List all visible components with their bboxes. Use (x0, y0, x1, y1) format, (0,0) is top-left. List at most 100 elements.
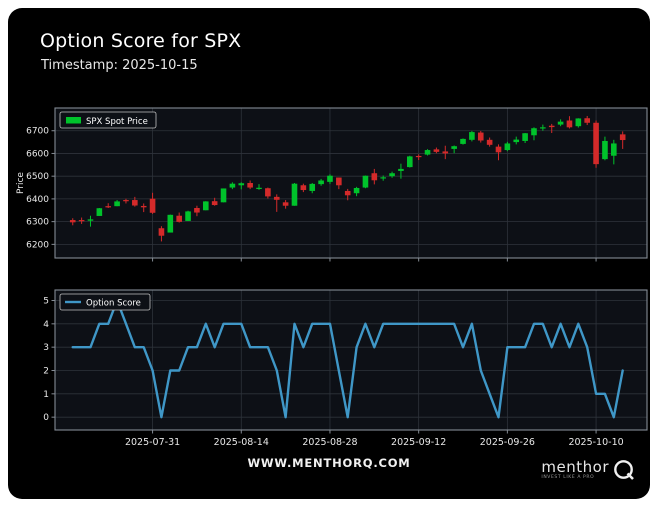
chart-timestamp: Timestamp: 2025-10-15 (41, 58, 198, 73)
candle-body (442, 151, 449, 154)
y-tick-label: 2 (43, 367, 49, 377)
candle-body (247, 183, 253, 188)
candle-body (265, 188, 271, 197)
candle-body (513, 139, 520, 143)
y-tick-label: 6600 (26, 149, 49, 159)
candle-body (575, 118, 582, 127)
y-tick-label: 0 (43, 413, 49, 423)
option-score-line (71, 299, 624, 419)
candle-body (114, 201, 120, 207)
candle-body (273, 196, 280, 200)
option-score-legend-box (59, 293, 151, 311)
candle-body (584, 118, 590, 123)
candle-body (540, 127, 546, 129)
candle-body (371, 173, 378, 181)
candle-body (593, 122, 599, 165)
candle-body (619, 134, 626, 141)
x-tick-label: 2025-10-10 (568, 437, 623, 448)
candle-body (389, 173, 395, 177)
spot-price-legend-swatch (66, 117, 81, 124)
candle-body (380, 177, 386, 179)
candle-body (282, 202, 289, 206)
plot-background (55, 290, 647, 430)
candle-body (566, 120, 573, 128)
candle-body (398, 168, 404, 171)
candle-body (78, 220, 85, 222)
y-tick-label: 6400 (26, 195, 49, 205)
candle-body (229, 183, 236, 188)
website-url: WWW.MENTHORQ.COM (247, 456, 411, 470)
candle-body (185, 211, 191, 221)
candle-body (176, 215, 182, 222)
y-tick-label: 6500 (26, 172, 49, 182)
plot-background (55, 108, 647, 258)
y-tick-label: 3 (43, 343, 49, 353)
candle-body (548, 125, 555, 128)
candle-body (504, 143, 511, 151)
candle-body (522, 133, 528, 141)
spot-price-legend-label: SPX Spot Price (86, 117, 148, 127)
chart-canvas: Option Score for SPX Timestamp: 2025-10-… (8, 8, 650, 499)
menthorq-q-icon (614, 460, 634, 480)
candle-body (362, 175, 369, 188)
candle-body (96, 208, 103, 216)
y-tick-label: 1 (43, 390, 49, 400)
candle-body (194, 208, 200, 213)
candle-body (158, 228, 165, 236)
y-tick-label: 6300 (26, 218, 49, 228)
candle-body (167, 214, 174, 233)
candle-body (353, 188, 360, 194)
plot-border (54, 107, 648, 259)
candle-body (469, 132, 475, 140)
candle-body (238, 183, 245, 186)
y-tick-label: 6700 (26, 127, 49, 137)
candle-body (211, 201, 218, 206)
candle-body (132, 200, 138, 206)
candle-body (300, 185, 307, 191)
x-tick-label: 2025-08-28 (302, 437, 357, 448)
candle-body (424, 150, 431, 155)
candle-body (611, 143, 617, 156)
x-tick-label: 2025-07-31 (125, 437, 180, 448)
candle-body (202, 201, 209, 211)
candle-body (407, 156, 413, 168)
candle-body (336, 177, 342, 186)
candle-body (318, 180, 324, 185)
x-tick-label: 2025-09-12 (391, 437, 446, 448)
y-axis-label: Price (16, 172, 26, 194)
logo-word: menthor (541, 457, 609, 476)
candle-body (557, 121, 564, 125)
candle-body (309, 183, 316, 191)
candle-body (433, 149, 440, 152)
candle-body (344, 190, 351, 196)
chart-title: Option Score for SPX (40, 30, 242, 52)
y-tick-label: 6200 (26, 240, 49, 250)
candle-body (123, 200, 129, 202)
candle-body (87, 219, 94, 221)
candle-body (451, 146, 457, 149)
candle-body (149, 198, 156, 213)
candle-body (256, 187, 262, 189)
candle-body (531, 128, 537, 136)
spot-price-legend-box (59, 111, 157, 129)
candle-body (602, 140, 608, 160)
charts-svg: 6200 6300 6400 6500 6600 6700 Price SPX Spot Pr… (16, 107, 648, 448)
y-tick-label: 4 (43, 320, 49, 330)
candle-body (477, 132, 484, 141)
candle-body (327, 175, 333, 182)
y-tick-label: 5 (43, 297, 49, 307)
candle-body (105, 206, 112, 208)
candle-body (415, 155, 422, 158)
candle-body (69, 220, 76, 223)
candle-body (486, 139, 493, 145)
option-score-legend-label: Option Score (86, 299, 141, 309)
candle-body (220, 188, 227, 203)
plot-border (54, 289, 648, 431)
x-tick-label: 2025-08-14 (214, 437, 269, 448)
candle-body (291, 183, 298, 206)
candle-body (140, 205, 147, 208)
menthorq-logo: menthor INVEST LIKE A PRO (541, 458, 636, 482)
x-tick-label: 2025-09-26 (480, 437, 535, 448)
candle-body (495, 146, 502, 153)
candle-body (460, 138, 466, 144)
